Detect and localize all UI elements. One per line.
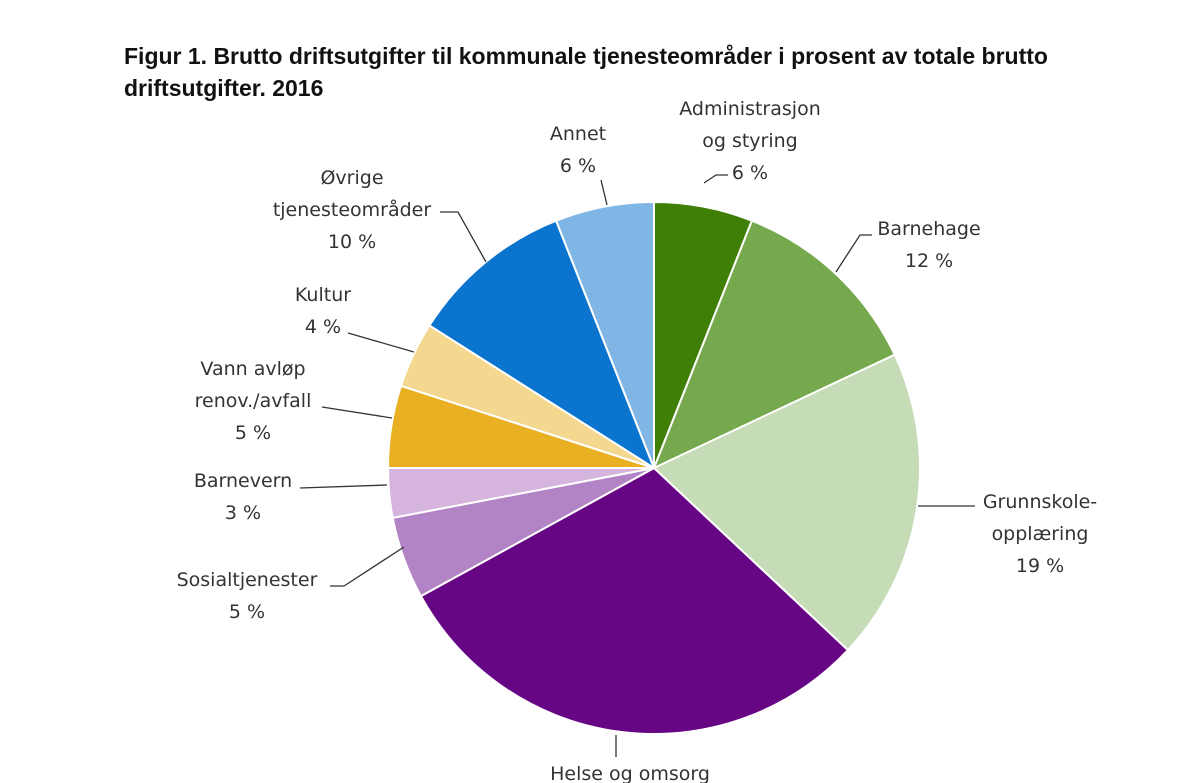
leader-line xyxy=(299,484,388,489)
slice-label: Grunnskole- xyxy=(983,491,1097,513)
slice-value-label: 4 % xyxy=(305,316,341,338)
slice-value-label: 12 % xyxy=(905,250,953,272)
slice-labels: Administrasjon og styring 6 % Barnehage 12 %… xyxy=(177,98,1098,783)
leader-line xyxy=(321,406,393,419)
leader-line xyxy=(703,174,728,184)
slice-label: Øvrige xyxy=(320,167,383,189)
leader-line xyxy=(600,179,608,206)
slice-label: Helse og omsorg xyxy=(550,763,710,783)
slice-value-label: 10 % xyxy=(328,231,376,253)
pie-slice xyxy=(652,353,921,652)
leader-line xyxy=(835,234,872,273)
slice-value-label: 19 % xyxy=(1016,555,1064,577)
pie-slice xyxy=(554,200,655,469)
leader-line xyxy=(440,211,487,263)
leader-line xyxy=(330,546,405,587)
slice-label: tjenesteområder xyxy=(273,198,432,221)
slice-label: Kultur xyxy=(295,284,351,306)
slice-label: Sosialtjenester xyxy=(177,569,318,591)
slice-value-label: 6 % xyxy=(732,162,768,184)
slice-label: Vann avløp xyxy=(200,358,305,380)
slice-label: og styring xyxy=(702,130,798,152)
slice-value-label: 3 % xyxy=(225,502,261,524)
slice-value-label: 5 % xyxy=(235,422,271,444)
slice-label: renov./avfall xyxy=(195,390,312,412)
slice-value-label: 6 % xyxy=(560,155,596,177)
slice-value-label: 5 % xyxy=(229,601,265,623)
slice-label: opplæring xyxy=(992,523,1089,545)
slice-label: Annet xyxy=(550,123,606,145)
pie-slices xyxy=(386,200,921,736)
chart-title: Figur 1. Brutto driftsutgifter til kommu… xyxy=(124,43,1048,101)
slice-label: Barnehage xyxy=(877,218,980,240)
leader-lines xyxy=(299,174,975,757)
leader-line xyxy=(347,332,415,353)
pie-slice xyxy=(419,466,850,736)
pie-slice xyxy=(652,219,897,470)
slice-label: Barnevern xyxy=(194,470,292,492)
pie-slice xyxy=(428,219,657,471)
slice-label: Administrasjon xyxy=(679,98,820,120)
